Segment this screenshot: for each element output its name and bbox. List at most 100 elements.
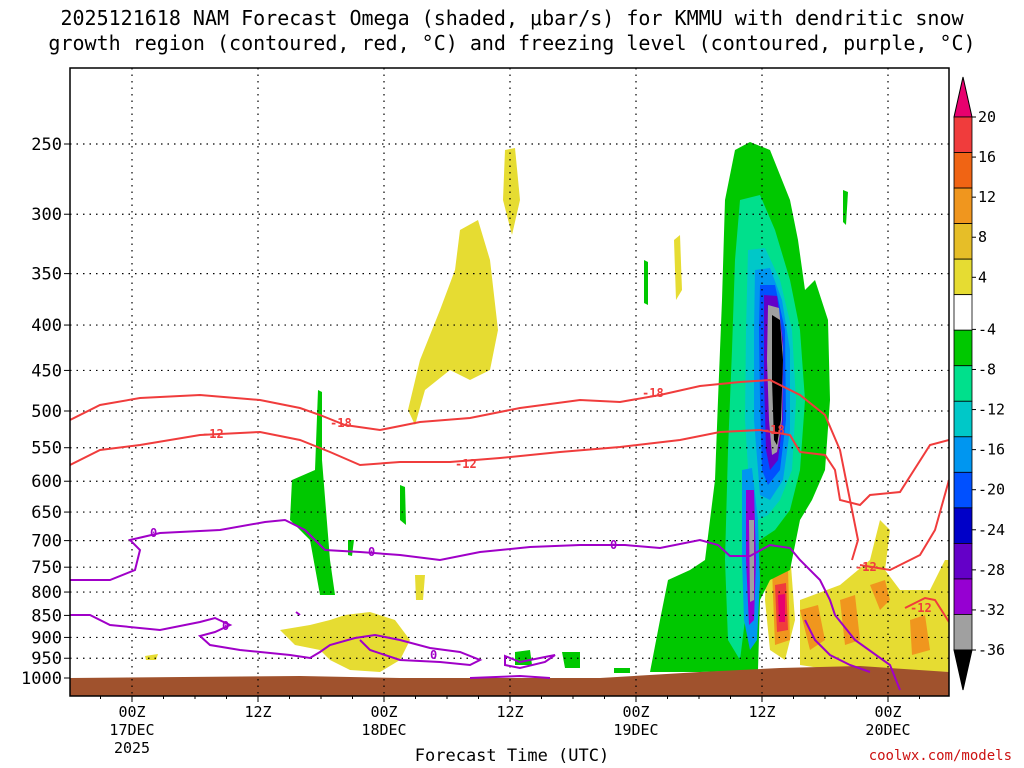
colorbar-label: -36	[978, 641, 1005, 659]
colorbar-swatch	[953, 152, 973, 189]
y-tick-label: 700	[31, 532, 62, 552]
omega-shading	[145, 142, 949, 673]
terrain	[70, 666, 949, 696]
omega-region	[910, 615, 930, 655]
credit-link[interactable]: coolwx.com/models	[868, 748, 1012, 764]
y-tick-label: 350	[31, 265, 62, 285]
colorbar-cap	[953, 76, 973, 118]
y-tick-label: 400	[31, 316, 62, 336]
contour-line	[469, 674, 551, 679]
contour-line	[70, 378, 860, 561]
colorbar-label: -16	[978, 441, 1005, 459]
x-tick-label: 12Z	[748, 703, 775, 721]
freezing-contours	[70, 518, 901, 691]
omega-region	[800, 605, 825, 650]
contour-label: -18	[330, 416, 352, 430]
y-tick-label: 850	[31, 606, 62, 626]
contour-label: -12	[910, 601, 932, 615]
omega-region	[503, 148, 520, 235]
y-tick-label: 900	[31, 628, 62, 648]
contour-line	[859, 479, 949, 572]
colorbar-label: -32	[978, 601, 1005, 619]
colorbar-swatch	[953, 400, 973, 438]
omega-region	[644, 260, 648, 305]
y-tick-label: 500	[31, 402, 62, 422]
colorbar-swatch	[953, 471, 973, 509]
omega-region	[674, 235, 682, 300]
colorbar-label: 8	[978, 228, 987, 246]
contour-line	[904, 596, 949, 623]
x-tick-label: 00Z	[874, 703, 901, 721]
omega-region	[290, 390, 335, 595]
colorbar-label: -24	[978, 521, 1005, 539]
omega-region	[840, 595, 860, 645]
y-tick-label: 650	[31, 503, 62, 523]
colorbar-label: -8	[978, 360, 996, 378]
x-tick-label: 00Z	[622, 703, 649, 721]
contour-label: 0	[430, 648, 437, 662]
y-tick-label: 950	[31, 649, 62, 669]
omega-region	[614, 668, 630, 673]
y-tick-label: 750	[31, 558, 62, 578]
dendritic-contours	[70, 378, 949, 623]
chart-title: 2025121618 NAM Forecast Omega (shaded, μ…	[48, 6, 976, 55]
colorbar-label: -12	[978, 401, 1005, 419]
y-axis: 2503003504004505005506006507007508008509…	[21, 135, 70, 689]
x-tick-year: 2025	[114, 739, 150, 757]
colorbar-swatch	[953, 507, 973, 544]
contour-label: 0	[368, 545, 375, 559]
y-tick-label: 1000	[21, 669, 62, 689]
freezing-labels: 0 0 0 0 0	[150, 526, 617, 662]
omega-region	[772, 315, 783, 445]
colorbar-swatch	[953, 543, 973, 580]
contour-label: -18	[763, 423, 785, 437]
colorbar-label: 16	[978, 148, 996, 166]
omega-region	[400, 485, 406, 525]
colorbar-swatch	[953, 614, 973, 651]
plot-area: -18 -12 -18 -12 -18 -12 -12 0 0 0 0 0	[70, 68, 949, 696]
colorbar-swatch	[953, 365, 973, 402]
x-tick-date: 19DEC	[613, 721, 658, 739]
x-tick-label: 00Z	[118, 703, 145, 721]
colorbar-label: 12	[978, 188, 996, 206]
colorbar-swatch	[953, 258, 973, 296]
y-tick-label: 250	[31, 135, 62, 155]
colorbar-label: -28	[978, 561, 1005, 579]
contour-label: -12	[855, 560, 877, 574]
colorbar-swatch	[953, 223, 973, 260]
omega-region	[870, 580, 890, 610]
dendritic-labels: -18 -12 -18 -12 -18 -12 -12	[202, 386, 932, 615]
omega-region	[843, 190, 848, 225]
colorbar-label: 20	[978, 108, 996, 126]
x-tick-label: 00Z	[370, 703, 397, 721]
x-tick-label: 12Z	[244, 703, 271, 721]
omega-region	[562, 652, 580, 668]
y-tick-label: 600	[31, 472, 62, 492]
omega-region	[280, 612, 410, 672]
contour-label: -12	[202, 427, 224, 441]
y-tick-label: 800	[31, 583, 62, 603]
x-axis-label: Forecast Time (UTC)	[414, 746, 610, 766]
colorbar-cap	[953, 649, 973, 691]
colorbar-swatch	[953, 329, 973, 367]
omega-region	[515, 650, 532, 665]
x-tick-label: 12Z	[496, 703, 523, 721]
colorbar-swatch	[953, 578, 973, 615]
contour-line	[70, 428, 949, 507]
contour-line	[295, 611, 301, 616]
grid-lines	[70, 68, 949, 696]
x-tick-date: 20DEC	[865, 721, 910, 739]
omega-region	[408, 220, 498, 425]
contour-line	[70, 518, 901, 691]
colorbar-swatch	[953, 294, 973, 331]
y-tick-label: 550	[31, 439, 62, 459]
y-tick-label: 300	[31, 205, 62, 225]
contour-line	[804, 619, 871, 673]
colorbar: 20 16 12 8 4 -4 -8 -12 -16 -20 -24 -28 -32 -36	[953, 76, 1005, 691]
omega-region	[415, 575, 425, 600]
contour-label: 0	[610, 538, 617, 552]
colorbar-swatch	[953, 436, 973, 473]
colorbar-label: 4	[978, 268, 987, 286]
